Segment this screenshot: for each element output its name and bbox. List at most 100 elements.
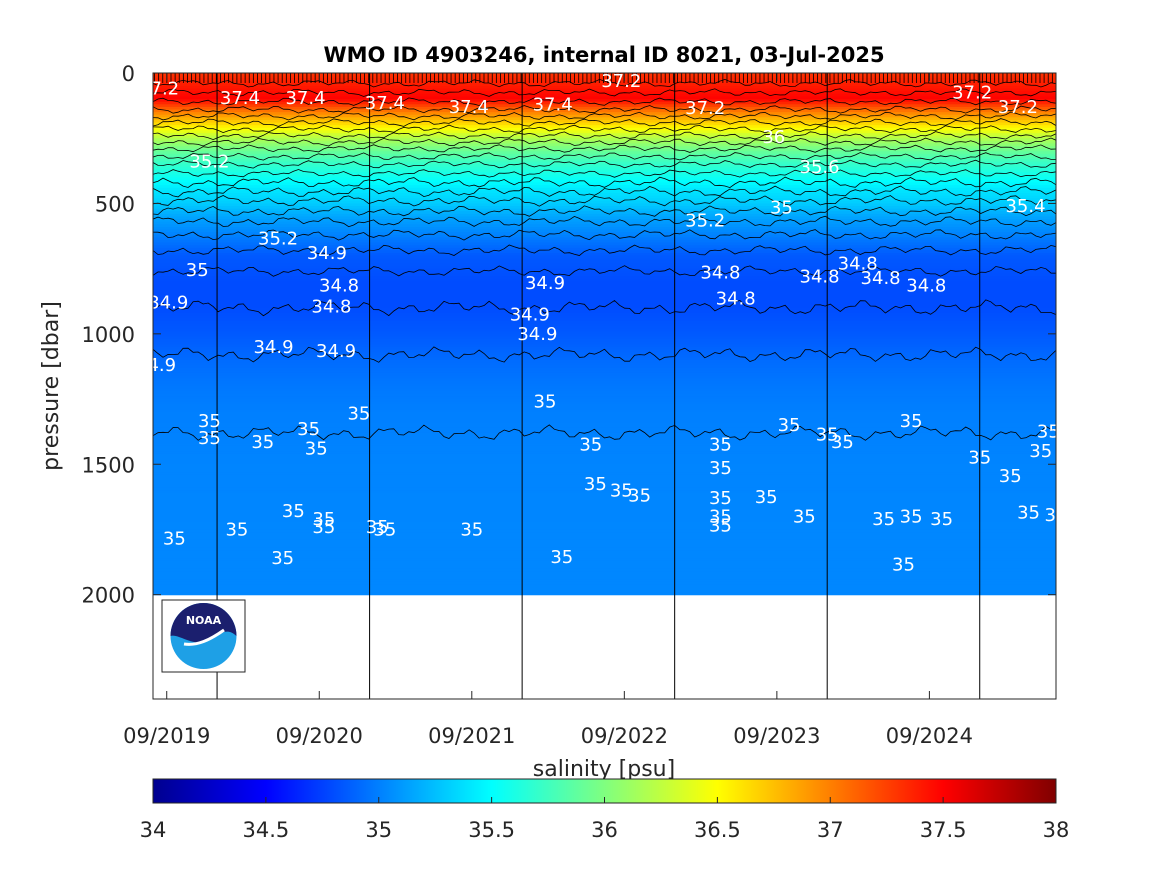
salinity-band: [153, 156, 1056, 160]
contour-label: 35: [297, 419, 320, 440]
salinity-band: [153, 307, 1056, 311]
salinity-band: [153, 445, 1056, 450]
salinity-band: [153, 331, 1056, 335]
contour-label: 35: [793, 506, 816, 527]
contour-label: 34.9: [517, 324, 557, 345]
contour-label: 35: [312, 509, 335, 530]
contour-label: 35.2: [258, 229, 298, 250]
salinity-band: [153, 482, 1056, 486]
salinity-band: [153, 104, 1056, 108]
salinity-band: [153, 492, 1056, 497]
salinity-band: [153, 532, 1056, 536]
salinity-band: [153, 263, 1056, 267]
salinity-band: [153, 239, 1056, 244]
salinity-band: [153, 250, 1056, 254]
x-tick-label: 09/2023: [733, 724, 820, 748]
contour-lines: [153, 78, 1056, 441]
salinity-band: [153, 297, 1056, 301]
salinity-band: [153, 172, 1056, 176]
salinity-band: [153, 279, 1056, 283]
contour-label: 35: [755, 487, 778, 508]
salinity-band: [153, 477, 1056, 481]
contour-line: [153, 229, 1056, 241]
salinity-band: [153, 132, 1056, 137]
salinity-band: [153, 524, 1056, 528]
salinity-band: [153, 284, 1056, 288]
salinity-band: [153, 159, 1056, 163]
contour-label: 37.2: [601, 71, 641, 92]
salinity-band: [153, 459, 1056, 463]
salinity-band: [153, 302, 1056, 306]
salinity-band: [153, 148, 1056, 152]
plot-frame: [152, 72, 1057, 700]
contour-label: 37.4: [365, 93, 405, 114]
contour-label: 37.4: [220, 88, 260, 109]
contour-line: [153, 118, 1056, 127]
y-tick-label: 500: [95, 192, 135, 216]
salinity-band: [153, 140, 1056, 145]
colorbar-tick-label: 34: [140, 818, 167, 842]
salinity-band: [153, 216, 1056, 220]
salinity-band: [153, 179, 1056, 184]
contour-label: 35.6: [800, 157, 840, 178]
salinity-band: [153, 219, 1056, 223]
salinity-band: [153, 568, 1056, 572]
salinity-band: [153, 571, 1056, 575]
salinity-band: [153, 516, 1056, 520]
salinity-band: [153, 500, 1056, 504]
contour-line: [153, 78, 1056, 88]
contour-label: 35: [366, 517, 389, 538]
salinity-band: [153, 469, 1056, 473]
salinity-band: [153, 258, 1056, 262]
contour-label: 35: [1017, 503, 1040, 524]
salinity-band: [153, 490, 1056, 494]
y-tick-label: 1500: [82, 453, 135, 477]
contour-line: [153, 97, 1056, 106]
contour-label: 35: [186, 260, 209, 281]
salinity-band: [153, 245, 1056, 249]
salinity-band: [153, 320, 1056, 324]
svg-text:NOAA: NOAA: [186, 614, 222, 627]
salinity-band: [153, 232, 1056, 236]
contour-label: 35: [892, 555, 915, 576]
salinity-band: [153, 378, 1056, 382]
chart-title: WMO ID 4903246, internal ID 8021, 03-Jul…: [323, 43, 884, 67]
salinity-band: [153, 211, 1056, 215]
colorbar-tick-label: 36: [591, 818, 618, 842]
salinity-band: [153, 393, 1056, 398]
salinity-band: [153, 213, 1056, 218]
salinity-band: [153, 341, 1056, 345]
salinity-band: [153, 414, 1056, 418]
contour-line: [153, 215, 1056, 228]
salinity-band: [153, 195, 1056, 199]
contour-label: 37.4: [285, 88, 325, 109]
salinity-band: [153, 534, 1056, 538]
salinity-band: [153, 573, 1056, 578]
salinity-band: [153, 563, 1056, 567]
salinity-band: [153, 399, 1056, 403]
salinity-band: [153, 310, 1056, 314]
salinity-band: [153, 579, 1056, 583]
salinity-band: [153, 96, 1056, 100]
salinity-band: [153, 177, 1056, 181]
contour-label: 34.8: [319, 276, 359, 297]
y-axis: 0 500 1000 1500 2000: [82, 62, 1056, 608]
x-axis: 09/2019 09/2020 09/2021 09/2022 09/2023 09/20…: [123, 73, 973, 748]
salinity-band: [153, 359, 1056, 364]
salinity-band: [153, 273, 1056, 278]
contour-line: [153, 111, 1056, 121]
salinity-band: [153, 255, 1056, 259]
salinity-band: [153, 315, 1056, 319]
salinity-band: [153, 336, 1056, 340]
salinity-band: [153, 83, 1056, 87]
contour-label: 37.4: [533, 94, 573, 115]
salinity-band: [153, 448, 1056, 452]
contour-label: 35: [163, 529, 186, 550]
salinity-band: [153, 466, 1056, 471]
salinity-band: [153, 182, 1056, 186]
contour-label: 35: [900, 506, 923, 527]
salinity-band: [153, 294, 1056, 298]
salinity-band: [153, 560, 1056, 564]
salinity-band: [153, 555, 1056, 559]
